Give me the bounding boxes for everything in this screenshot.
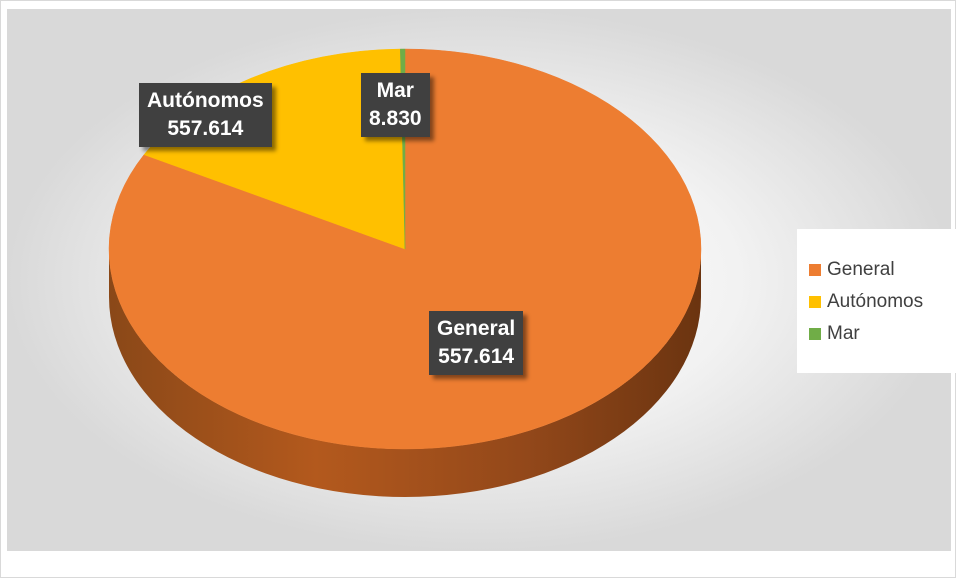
- data-label-autonomos-value: 557.614: [167, 117, 244, 140]
- legend-item-mar: Mar: [809, 321, 860, 347]
- legend-label-general: General: [827, 259, 895, 280]
- data-label-general: General 557.614: [429, 311, 524, 375]
- legend: General Autónomos Mar: [797, 229, 957, 373]
- data-label-mar-value: 8.830: [369, 107, 422, 130]
- pie-side-wall: [109, 249, 701, 497]
- data-label-general-value: 557.614: [438, 345, 515, 368]
- data-label-mar-name: Mar: [376, 79, 414, 102]
- legend-label-autonomos: Autónomos: [827, 291, 924, 312]
- data-label-mar: Mar 8.830: [361, 73, 430, 137]
- data-label-autonomos-name: Autónomos: [147, 89, 264, 112]
- legend-swatch-general: [809, 264, 821, 276]
- legend-swatch-autonomos: [809, 296, 821, 308]
- legend-swatch-mar: [809, 328, 821, 340]
- legend-item-general: General: [809, 257, 895, 283]
- legend-label-mar: Mar: [827, 323, 860, 344]
- legend-item-autonomos: Autónomos: [809, 289, 923, 315]
- data-label-autonomos: Autónomos 557.614: [139, 83, 272, 147]
- data-label-general-name: General: [437, 317, 516, 340]
